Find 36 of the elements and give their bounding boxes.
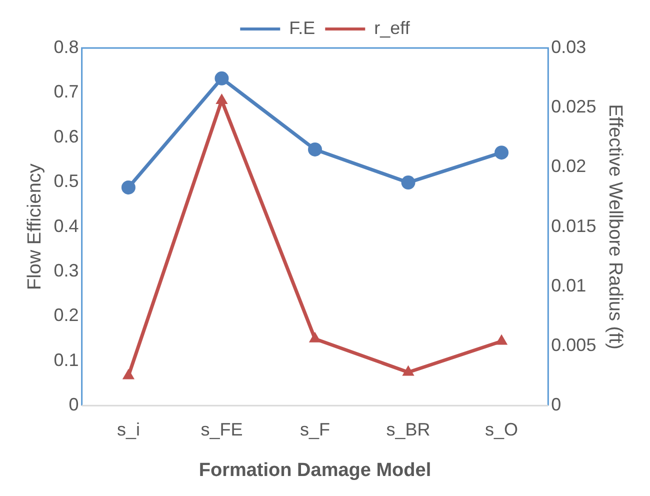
y-tick-label: 0.4 — [54, 216, 79, 236]
y2-tick-label: 0.02 — [551, 156, 586, 176]
point — [308, 332, 322, 342]
point — [216, 93, 228, 104]
legend-label: r_eff — [374, 18, 411, 38]
y-tick-label: 0.1 — [54, 350, 79, 370]
point — [494, 146, 509, 160]
y-tick-label: 0.6 — [54, 126, 79, 146]
x-tick-label: s_i — [116, 419, 140, 440]
y2-tick-label: 0.015 — [551, 216, 596, 236]
y-tick-label: 0.7 — [54, 82, 79, 102]
y-axis-title: Flow Efficiency — [24, 163, 46, 290]
point — [121, 180, 136, 194]
y2-tick-label: 0.025 — [551, 96, 596, 117]
point — [122, 368, 135, 380]
y2-tick-label: 0.005 — [551, 334, 596, 355]
y-tick-label: 0.8 — [54, 36, 79, 57]
point — [402, 365, 414, 376]
x-tick-label: s_O — [485, 419, 518, 440]
y-tick-label: 0.5 — [54, 171, 79, 192]
y-tick-label: 0 — [68, 394, 79, 415]
x-axis-title: Formation Damage Model — [198, 460, 432, 481]
point — [214, 71, 229, 86]
y-tick-label: 0.3 — [54, 260, 79, 280]
y2-tick-label: 0.03 — [551, 36, 586, 57]
point — [495, 334, 508, 345]
x-tick-label: s_BR — [386, 419, 430, 440]
point — [308, 142, 322, 156]
legend-label: F.E — [289, 18, 316, 38]
y-tick-label: 0.2 — [54, 305, 79, 326]
y2-tick-label: 0.01 — [551, 275, 586, 296]
point — [401, 176, 416, 190]
y2-tick-label: 0 — [551, 394, 562, 415]
y2-axis-title: Effective Wellbore Radius (ft) — [604, 104, 626, 350]
x-tick-label: s_F — [300, 419, 330, 440]
x-tick-label: s_FE — [200, 419, 243, 440]
